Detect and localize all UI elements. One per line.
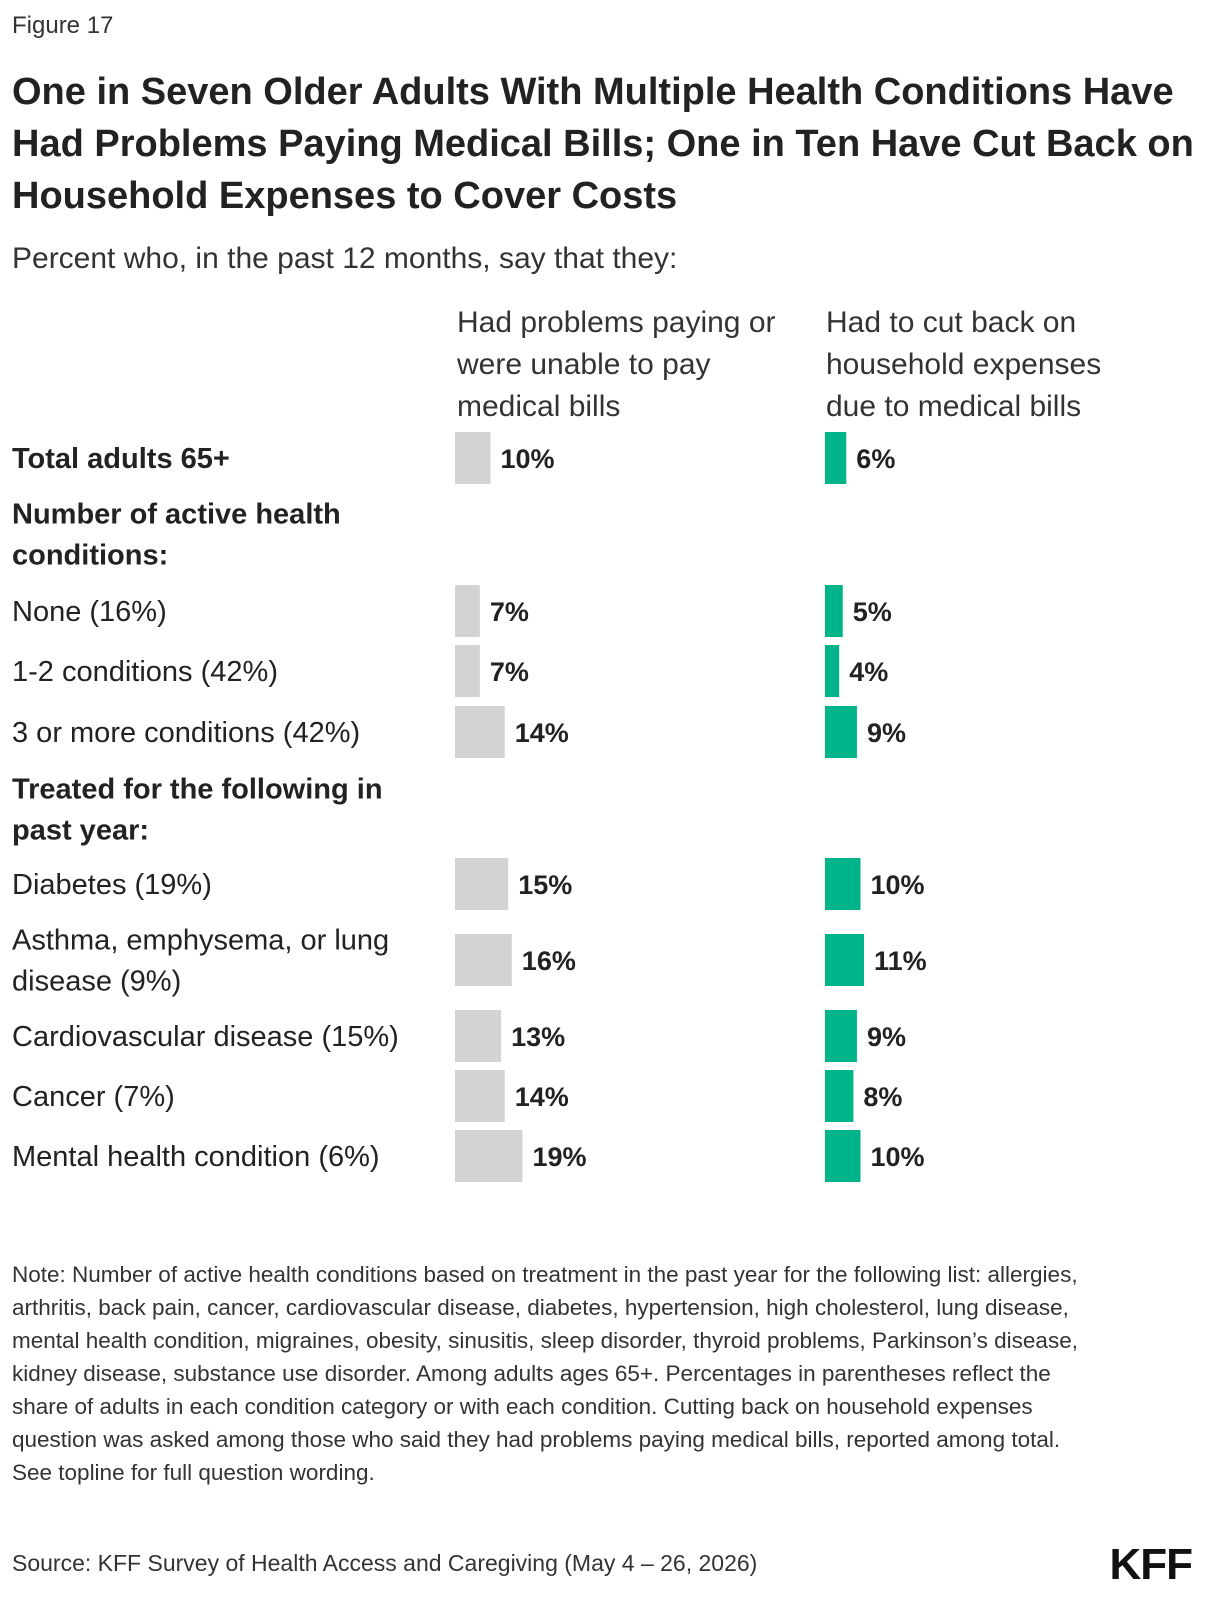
- chart-source: Source: KFF Survey of Health Access and …: [12, 1550, 758, 1576]
- value-label-problems-paying-cancer-7: 14%: [515, 1082, 569, 1112]
- value-label-problems-paying-cardiovascular-disease-15: 13%: [511, 1022, 565, 1052]
- bar-problems-paying-diabetes-19: [455, 858, 509, 910]
- row-label-mental-health-condition-6: Mental health condition (6%): [12, 1141, 380, 1173]
- bar-cut-back-total-adults-65: [825, 432, 847, 484]
- bar-cut-back-1-2-conditions-42: [825, 645, 840, 697]
- bar-problems-paying-total-adults-65: [455, 432, 491, 484]
- value-label-problems-paying-3-or-more-conditions-42: 14%: [515, 718, 569, 748]
- value-label-cut-back-3-or-more-conditions-42: 9%: [867, 718, 906, 748]
- row-label-cardiovascular-disease-15: Cardiovascular disease (15%): [12, 1021, 399, 1053]
- bar-problems-paying-asthma-emphysema-or-lung-disease-9: [455, 934, 512, 986]
- bar-problems-paying-1-2-conditions-42: [455, 645, 480, 697]
- value-label-problems-paying-asthma-emphysema-or-lung-disease-9: 16%: [522, 946, 576, 976]
- row-label-diabetes-19: Diabetes (19%): [12, 869, 212, 901]
- bar-problems-paying-none-16: [455, 585, 480, 637]
- series-header-cut-back: Had to cut back on household expenses du…: [826, 306, 1102, 423]
- kff-logo: KFF: [1109, 1540, 1193, 1589]
- bar-problems-paying-cancer-7: [455, 1070, 505, 1122]
- value-label-problems-paying-none-16: 7%: [490, 597, 529, 627]
- bar-cut-back-none-16: [825, 585, 843, 637]
- value-label-cut-back-cardiovascular-disease-15: 9%: [867, 1022, 906, 1052]
- value-label-cut-back-asthma-emphysema-or-lung-disease-9: 11%: [874, 946, 927, 976]
- figure-label: Figure 17: [12, 12, 114, 39]
- value-label-cut-back-1-2-conditions-42: 4%: [849, 657, 888, 687]
- bar-problems-paying-3-or-more-conditions-42: [455, 706, 505, 758]
- bar-chart: Total adults 65+ 10% 6% Number of active he…: [12, 432, 927, 1182]
- row-label-treated-for-the-following-in-past-year: Treated for the following in past year:: [12, 774, 383, 847]
- row-label-asthma-emphysema-or-lung-disease-9: Asthma, emphysema, or lung disease (9%): [12, 925, 389, 998]
- bar-problems-paying-cardiovascular-disease-15: [455, 1010, 502, 1062]
- value-label-cut-back-cancer-7: 8%: [863, 1082, 902, 1112]
- bar-cut-back-asthma-emphysema-or-lung-disease-9: [825, 934, 865, 986]
- value-label-problems-paying-diabetes-19: 15%: [518, 870, 572, 900]
- bar-cut-back-3-or-more-conditions-42: [825, 706, 857, 758]
- chart-subtitle: Percent who, in the past 12 months, say …: [12, 242, 678, 275]
- value-label-cut-back-mental-health-condition-6: 10%: [871, 1142, 925, 1172]
- row-label-none-16: None (16%): [12, 596, 167, 628]
- chart-title: One in Seven Older Adults With Multiple …: [12, 71, 1194, 217]
- value-label-cut-back-diabetes-19: 10%: [871, 870, 925, 900]
- chart-note: Note: Number of active health conditions…: [12, 1262, 1078, 1485]
- bar-cut-back-cancer-7: [825, 1070, 854, 1122]
- row-label-3-or-more-conditions-42: 3 or more conditions (42%): [12, 717, 360, 749]
- row-label-1-2-conditions-42: 1-2 conditions (42%): [12, 656, 278, 688]
- value-label-cut-back-none-16: 5%: [853, 597, 892, 627]
- value-label-cut-back-total-adults-65: 6%: [856, 444, 895, 474]
- bar-problems-paying-mental-health-condition-6: [455, 1130, 523, 1182]
- series-header-problems-paying: Had problems paying or were unable to pa…: [457, 306, 776, 423]
- bar-cut-back-cardiovascular-disease-15: [825, 1010, 857, 1062]
- bar-cut-back-diabetes-19: [825, 858, 861, 910]
- value-label-problems-paying-mental-health-condition-6: 19%: [532, 1142, 586, 1172]
- value-label-problems-paying-1-2-conditions-42: 7%: [490, 657, 529, 687]
- row-label-total-adults-65: Total adults 65+: [12, 443, 230, 475]
- bar-cut-back-mental-health-condition-6: [825, 1130, 861, 1182]
- row-label-cancer-7: Cancer (7%): [12, 1081, 175, 1113]
- value-label-problems-paying-total-adults-65: 10%: [501, 444, 555, 474]
- row-label-number-of-active-health-conditions: Number of active health conditions:: [12, 499, 341, 572]
